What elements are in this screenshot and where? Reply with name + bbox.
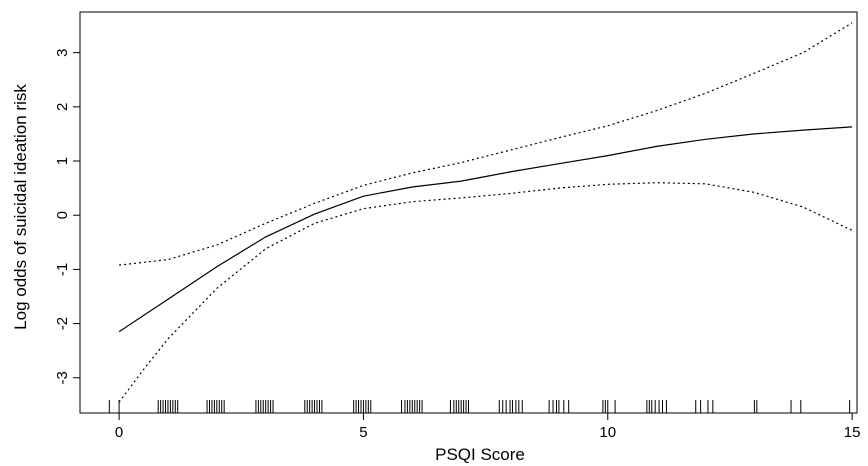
upper_ci-line bbox=[119, 22, 853, 266]
x-tick-label: 5 bbox=[359, 424, 367, 441]
x-tick-label: 15 bbox=[844, 424, 861, 441]
x-tick-label: 10 bbox=[599, 424, 616, 441]
plot-frame bbox=[79, 11, 858, 414]
x-tick-label: 0 bbox=[115, 424, 123, 441]
y-tick-label: 1 bbox=[54, 157, 71, 165]
lower_ci-line bbox=[118, 182, 853, 403]
rug-plot bbox=[108, 400, 851, 413]
y-tick-label: -1 bbox=[54, 263, 71, 276]
axes bbox=[79, 11, 858, 414]
fit-line bbox=[118, 126, 853, 333]
y-axis: -3 -2 -1 0 1 2 3 bbox=[54, 48, 80, 384]
y-tick-label: -2 bbox=[54, 317, 71, 330]
y-tick-label: 2 bbox=[54, 103, 71, 111]
x-axis-title: PSQI Score bbox=[435, 445, 525, 464]
y-tick-label: 3 bbox=[54, 48, 71, 56]
y-tick-label: 0 bbox=[54, 211, 71, 219]
x-axis: 0 5 10 15 bbox=[115, 413, 861, 441]
series-layer bbox=[118, 22, 853, 403]
y-tick-label: -3 bbox=[54, 371, 71, 384]
y-axis-title: Log odds of suicidal ideation risk bbox=[11, 84, 30, 330]
